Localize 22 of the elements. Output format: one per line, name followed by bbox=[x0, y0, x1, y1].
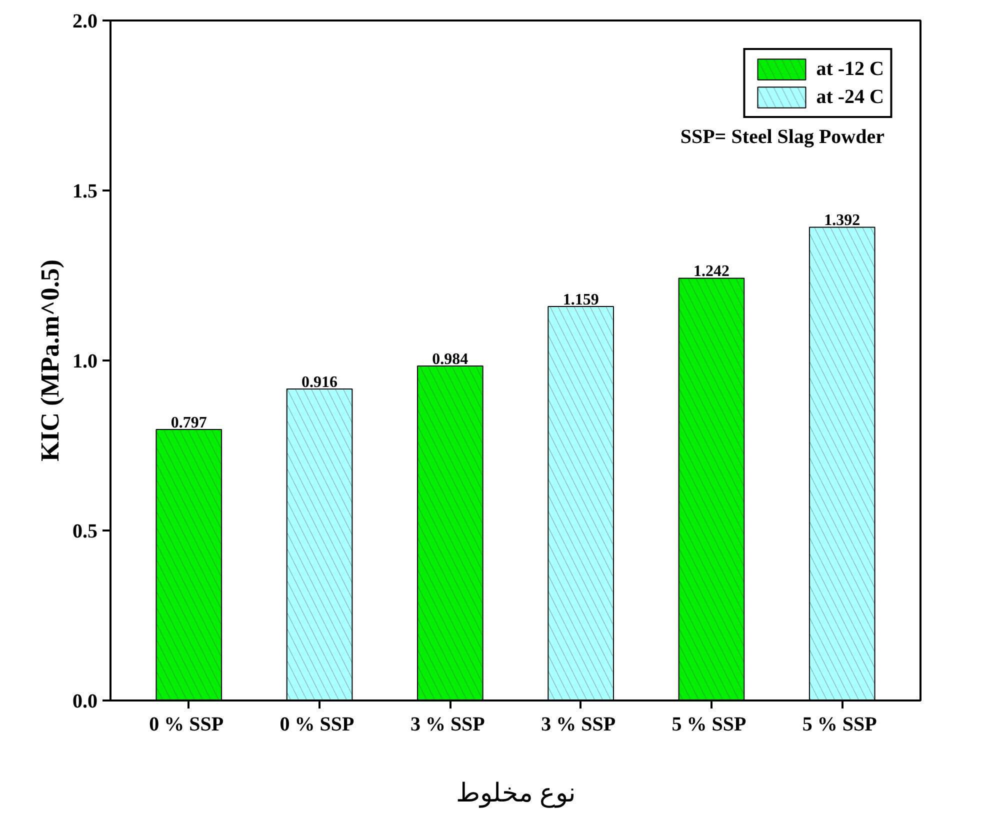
x-tick-label: 0 % SSP bbox=[149, 714, 224, 736]
y-tick-label: 2.0 bbox=[72, 10, 98, 32]
x-tick-label: 5 % SSP bbox=[802, 714, 877, 736]
data-label: 0.797 bbox=[170, 414, 207, 432]
data-label: 0.916 bbox=[302, 374, 338, 392]
x-tick-label: 5 % SSP bbox=[672, 714, 746, 736]
y-axis-title: KIC (MPa.m^0.5) bbox=[36, 259, 64, 462]
data-label: 0.984 bbox=[432, 350, 468, 368]
x-tick-label: 3 % SSP bbox=[541, 714, 616, 736]
y-tick-label: 1.5 bbox=[72, 180, 98, 202]
legend-label: at -12 C bbox=[816, 58, 884, 80]
y-tick-label: 1.0 bbox=[72, 350, 98, 372]
x-tick-label: 3 % SSP bbox=[410, 714, 485, 736]
y-tick-label: 0.5 bbox=[72, 520, 98, 542]
data-label: 1.242 bbox=[693, 263, 730, 280]
y-tick-label: 0.0 bbox=[72, 690, 98, 712]
x-tick-label: 0 % SSP bbox=[280, 714, 354, 736]
x-axis-title: نوع مخلوط bbox=[456, 778, 576, 808]
annotation: SSP= Steel Slag Powder bbox=[680, 126, 885, 148]
data-label: 1.159 bbox=[562, 291, 599, 308]
legend-label: at -24 C bbox=[816, 86, 884, 108]
data-label: 1.392 bbox=[824, 212, 860, 230]
